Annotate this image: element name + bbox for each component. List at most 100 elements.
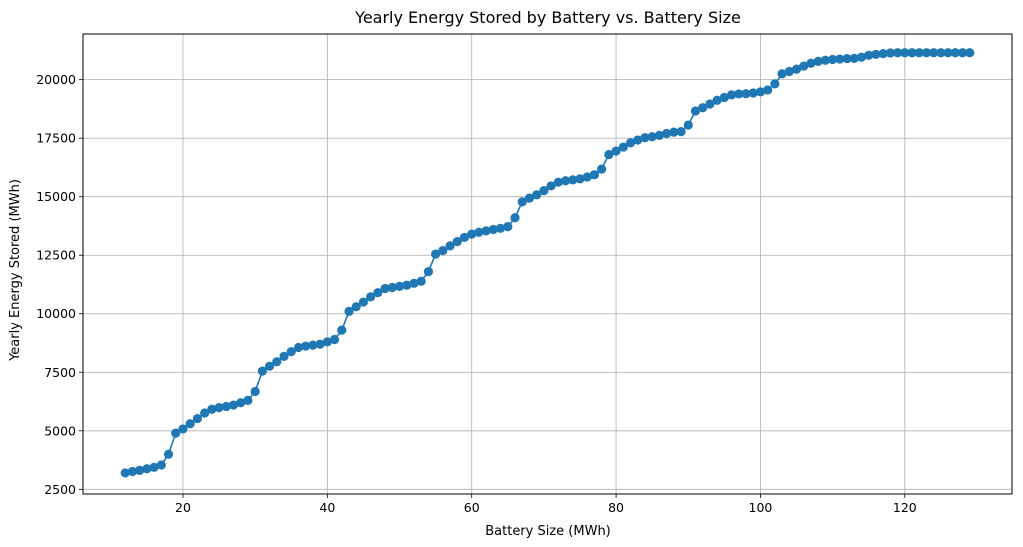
data-point [315,339,325,349]
data-point [568,175,578,185]
data-point [676,127,686,137]
data-point [719,92,729,103]
data-point [517,197,527,207]
data-point [337,325,347,335]
data-point [539,186,549,196]
data-point [228,400,239,410]
data-point [149,462,159,472]
data-point [272,357,282,367]
data-point [698,103,708,113]
data-point [192,414,203,424]
data-point [950,48,960,58]
data-point [301,341,311,351]
data-point [921,48,932,58]
data-point [741,89,751,99]
y-tick-label: 10000 [36,306,76,321]
chart-title: Yearly Energy Stored by Battery vs. Batt… [354,8,741,27]
data-point [366,292,376,302]
data-point [878,49,888,59]
data-point [864,50,874,60]
data-point [214,403,224,413]
data-point [936,48,946,58]
data-point [171,428,181,438]
data-point [828,54,838,65]
y-tick-label: 2500 [44,482,76,497]
data-point [625,138,636,148]
data-point [200,408,210,418]
data-point [264,361,275,371]
data-point [373,288,383,298]
data-point [553,177,563,187]
data-point [589,170,600,180]
data-point [127,466,138,477]
data-point [257,366,267,376]
data-point [582,172,592,182]
series [120,48,975,478]
data-point [178,424,188,434]
data-point [813,56,823,66]
data-point [597,164,607,174]
data-point [683,120,693,130]
data-point [914,48,924,58]
data-point [654,130,664,140]
data-point [806,58,816,68]
data-point [705,99,715,109]
data-point [900,48,910,58]
data-point [965,48,975,58]
data-point [416,276,426,286]
data-point [892,48,903,58]
data-point [755,87,766,97]
x-tick-label: 60 [464,500,480,515]
data-point [467,229,477,239]
y-tick-label: 17500 [36,131,76,146]
data-point [503,222,513,232]
data-point [279,351,289,361]
ticks: 20 40 60 80 100 120 2500 5000 7500 10000 12500 1500… [36,72,917,515]
data-point [142,464,152,474]
x-tick-label: 40 [319,500,335,515]
data-point [604,149,614,160]
data-point [351,302,361,312]
data-point [726,90,737,100]
data-point [207,404,217,414]
data-point [763,85,773,95]
data-point [611,146,621,156]
y-tick-label: 15000 [36,189,76,204]
data-point [431,249,441,259]
data-point [929,48,939,58]
data-point [835,54,845,64]
y-tick-label: 20000 [36,72,76,87]
data-point [236,398,246,408]
data-point [842,53,852,64]
data-point [712,95,722,105]
data-point [560,176,571,186]
data-point [243,395,253,405]
grid [83,34,1012,494]
data-point [849,53,859,63]
data-point [669,127,679,137]
x-tick-label: 120 [893,500,917,515]
data-point [452,237,462,247]
data-point [380,283,390,294]
data-point [135,465,145,475]
data-point [532,190,542,200]
data-point [690,106,701,116]
data-point [120,468,130,478]
data-point [163,449,174,459]
data-point [185,419,195,429]
x-axis-label: Battery Size (MWh) [485,524,611,539]
data-point [156,460,166,470]
y-tick-label: 7500 [44,365,76,380]
data-point [871,49,881,59]
data-point [907,48,917,58]
data-point [943,48,953,58]
data-point [344,306,354,316]
x-tick-label: 100 [749,500,773,515]
data-point [409,278,419,288]
data-point [748,88,758,98]
data-point [358,297,369,307]
data-point [662,128,672,139]
plot-frame [82,33,1013,495]
y-tick-label: 12500 [36,248,76,263]
